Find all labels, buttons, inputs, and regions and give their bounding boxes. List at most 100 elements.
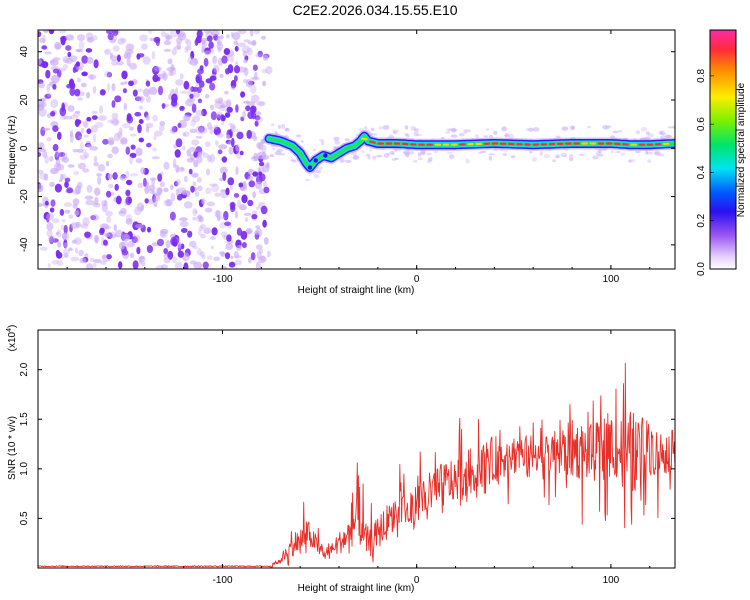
ridge-halo-speckle: [483, 135, 489, 138]
noise-speckle: [205, 93, 210, 99]
noise-speckle: [59, 208, 65, 216]
noise-speckle: [171, 48, 177, 56]
noise-speckle: [252, 135, 258, 141]
noise-speckle: [201, 254, 206, 260]
noise-speckle: [103, 239, 108, 246]
noise-speckle: [132, 89, 138, 97]
noise-speckle: [49, 181, 55, 188]
noise-speckle: [217, 216, 221, 222]
noise-speckle: [214, 98, 223, 104]
noise-speckle: [219, 166, 228, 174]
noise-speckle: [254, 111, 262, 116]
noise-speckle: [56, 229, 62, 238]
noise-speckle: [38, 108, 47, 117]
noise-speckle: [41, 45, 48, 50]
noise-speckle: [77, 34, 86, 42]
noise-speckle: [163, 199, 171, 207]
noise-speckle: [246, 129, 252, 139]
noise-speckle: [38, 31, 42, 37]
noise-speckle: [245, 79, 253, 88]
noise-speckle: [52, 143, 59, 152]
noise-speckle: [175, 188, 180, 197]
noise-speckle: [49, 155, 54, 162]
noise-speckle: [144, 198, 149, 204]
noise-speckle: [112, 30, 119, 37]
ridge-halo-speckle: [394, 157, 400, 160]
noise-speckle: [170, 184, 174, 191]
noise-speckle: [82, 168, 90, 173]
noise-speckle: [209, 153, 215, 163]
ridge-halo-speckle: [502, 126, 507, 131]
noise-speckle: [189, 93, 194, 99]
noise-speckle: [204, 30, 212, 34]
noise-speckle: [52, 84, 57, 90]
noise-speckle: [69, 87, 76, 96]
noise-speckle: [80, 82, 87, 88]
ridge-halo-speckle: [414, 128, 420, 132]
ridge-halo-speckle: [313, 174, 320, 179]
ridge-halo-speckle: [420, 151, 426, 155]
ridge-peak-segment: [361, 137, 368, 141]
noise-speckle: [257, 100, 266, 107]
noise-speckle: [207, 255, 213, 261]
noise-speckle: [38, 152, 42, 157]
noise-speckle: [250, 94, 260, 103]
noise-speckle: [78, 249, 84, 256]
noise-speckle: [148, 184, 156, 192]
noise-speckle: [103, 70, 112, 78]
spectrogram-x-label: Height of straight line (km): [298, 285, 415, 296]
noise-speckle: [220, 231, 228, 238]
noise-speckle: [124, 49, 134, 55]
noise-speckle: [119, 127, 123, 136]
noise-speckle: [75, 66, 82, 70]
noise-speckle: [44, 51, 52, 55]
ridge-halo-speckle: [406, 133, 410, 138]
ridge-halo-speckle: [312, 148, 317, 152]
ridge-halo-speckle: [383, 153, 390, 158]
ridge-halo-speckle: [352, 155, 360, 160]
noise-speckle: [191, 103, 197, 113]
noise-speckle: [60, 36, 66, 46]
noise-speckle: [230, 123, 236, 130]
noise-speckle: [165, 199, 173, 207]
ridge-halo-speckle: [433, 150, 439, 154]
noise-speckle: [173, 158, 177, 167]
ridge-halo-speckle: [392, 129, 399, 133]
ridge-halo-speckle: [391, 152, 395, 156]
noise-speckle: [159, 124, 165, 132]
noise-speckle: [56, 67, 66, 72]
noise-speckle: [111, 146, 119, 154]
noise-speckle: [70, 256, 80, 262]
noise-speckle: [80, 141, 84, 150]
noise-speckle: [237, 199, 241, 208]
ridge-halo-speckle: [269, 154, 275, 158]
noise-speckle: [155, 265, 165, 269]
noise-speckle: [175, 30, 181, 35]
noise-speckle: [170, 64, 175, 71]
noise-speckle: [138, 255, 146, 263]
ridge-halo-speckle: [352, 155, 358, 160]
ridge-halo-speckle: [367, 155, 371, 160]
noise-speckle: [55, 150, 59, 159]
noise-speckle: [147, 226, 151, 233]
noise-speckle: [233, 65, 241, 74]
ridge-halo-speckle: [271, 147, 276, 150]
noise-speckle: [192, 245, 198, 249]
noise-speckle: [111, 100, 116, 108]
noise-speckle: [211, 183, 220, 193]
ridge-halo-speckle: [415, 133, 423, 137]
noise-speckle: [231, 32, 241, 41]
ridge-halo-speckle: [417, 157, 423, 161]
noise-speckle: [115, 195, 122, 205]
noise-speckle: [44, 93, 52, 99]
noise-speckle: [73, 170, 79, 176]
ridge-halo-speckle: [488, 155, 493, 161]
noise-speckle: [157, 187, 163, 194]
noise-speckle: [52, 57, 61, 61]
noise-speckle: [263, 237, 269, 245]
noise-speckle: [70, 114, 78, 120]
noise-speckle: [234, 46, 239, 52]
noise-speckle: [82, 217, 90, 226]
noise-speckle: [220, 114, 225, 122]
ridge-halo-speckle: [561, 126, 569, 131]
